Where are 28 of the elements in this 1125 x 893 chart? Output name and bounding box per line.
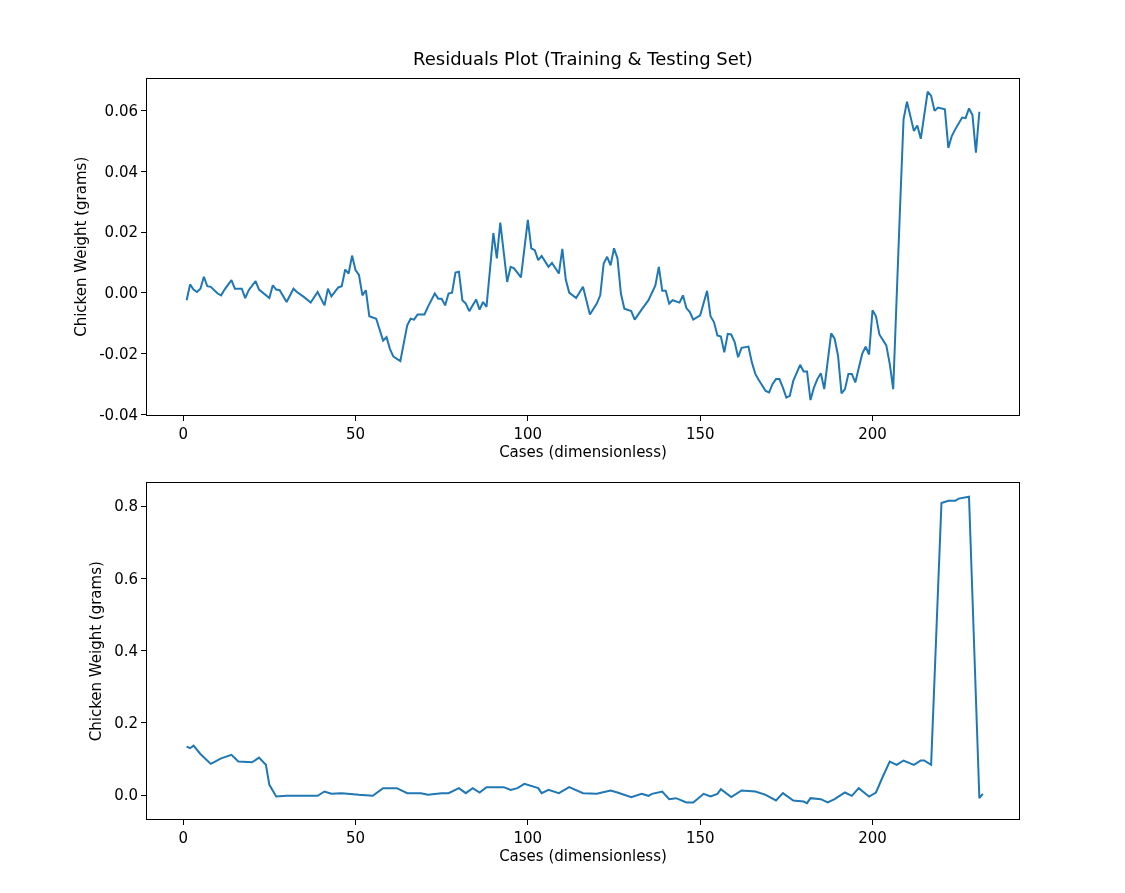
x-tick-label: 50 — [345, 424, 366, 443]
y-tick-label: 0.04 — [104, 162, 138, 181]
y-tick-label: -0.02 — [99, 344, 138, 363]
line-series — [185, 90, 981, 402]
y-axis-title: Chicken Weight (grams) — [87, 561, 106, 742]
y-tick-label: 0.02 — [104, 223, 138, 242]
y-tick-label: 0.8 — [114, 497, 138, 516]
y-tick-label: 0.00 — [104, 284, 138, 303]
x-tick-label: 0 — [178, 829, 188, 847]
y-tick-label: 0.06 — [104, 102, 138, 121]
x-tick-label: 100 — [513, 829, 543, 847]
x-tick-label: 150 — [685, 424, 715, 443]
y-tick-label: 0.0 — [114, 786, 138, 805]
x-tick-label: 200 — [858, 829, 887, 847]
y-tick-label: -0.04 — [99, 405, 138, 424]
y-tick-label: 0.6 — [114, 569, 138, 588]
x-axis-title: Cases (dimensionless) — [499, 442, 667, 461]
x-axis-title: Cases (dimensionless) — [499, 847, 667, 865]
chart-title: Residuals Plot (Training & Testing Set) — [413, 48, 753, 69]
y-axis-title: Chicken Weight (grams) — [72, 156, 91, 337]
x-tick-label: 200 — [858, 424, 887, 443]
x-tick-label: 50 — [345, 829, 366, 847]
x-tick-label: 150 — [685, 829, 715, 847]
y-tick-label: 0.2 — [114, 714, 138, 733]
y-tick-label: 0.4 — [114, 641, 138, 660]
x-tick-label: 100 — [513, 424, 543, 443]
x-tick-label: 0 — [178, 424, 188, 443]
line-series — [185, 495, 984, 805]
